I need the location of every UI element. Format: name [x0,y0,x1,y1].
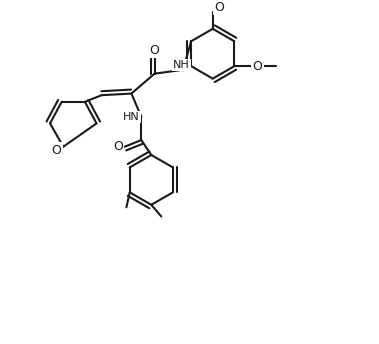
Text: HN: HN [123,112,140,122]
Text: O: O [215,1,224,14]
Text: NH: NH [173,60,190,70]
Text: O: O [52,143,62,157]
Text: O: O [253,60,263,73]
Text: O: O [113,140,123,153]
Text: O: O [150,44,160,57]
